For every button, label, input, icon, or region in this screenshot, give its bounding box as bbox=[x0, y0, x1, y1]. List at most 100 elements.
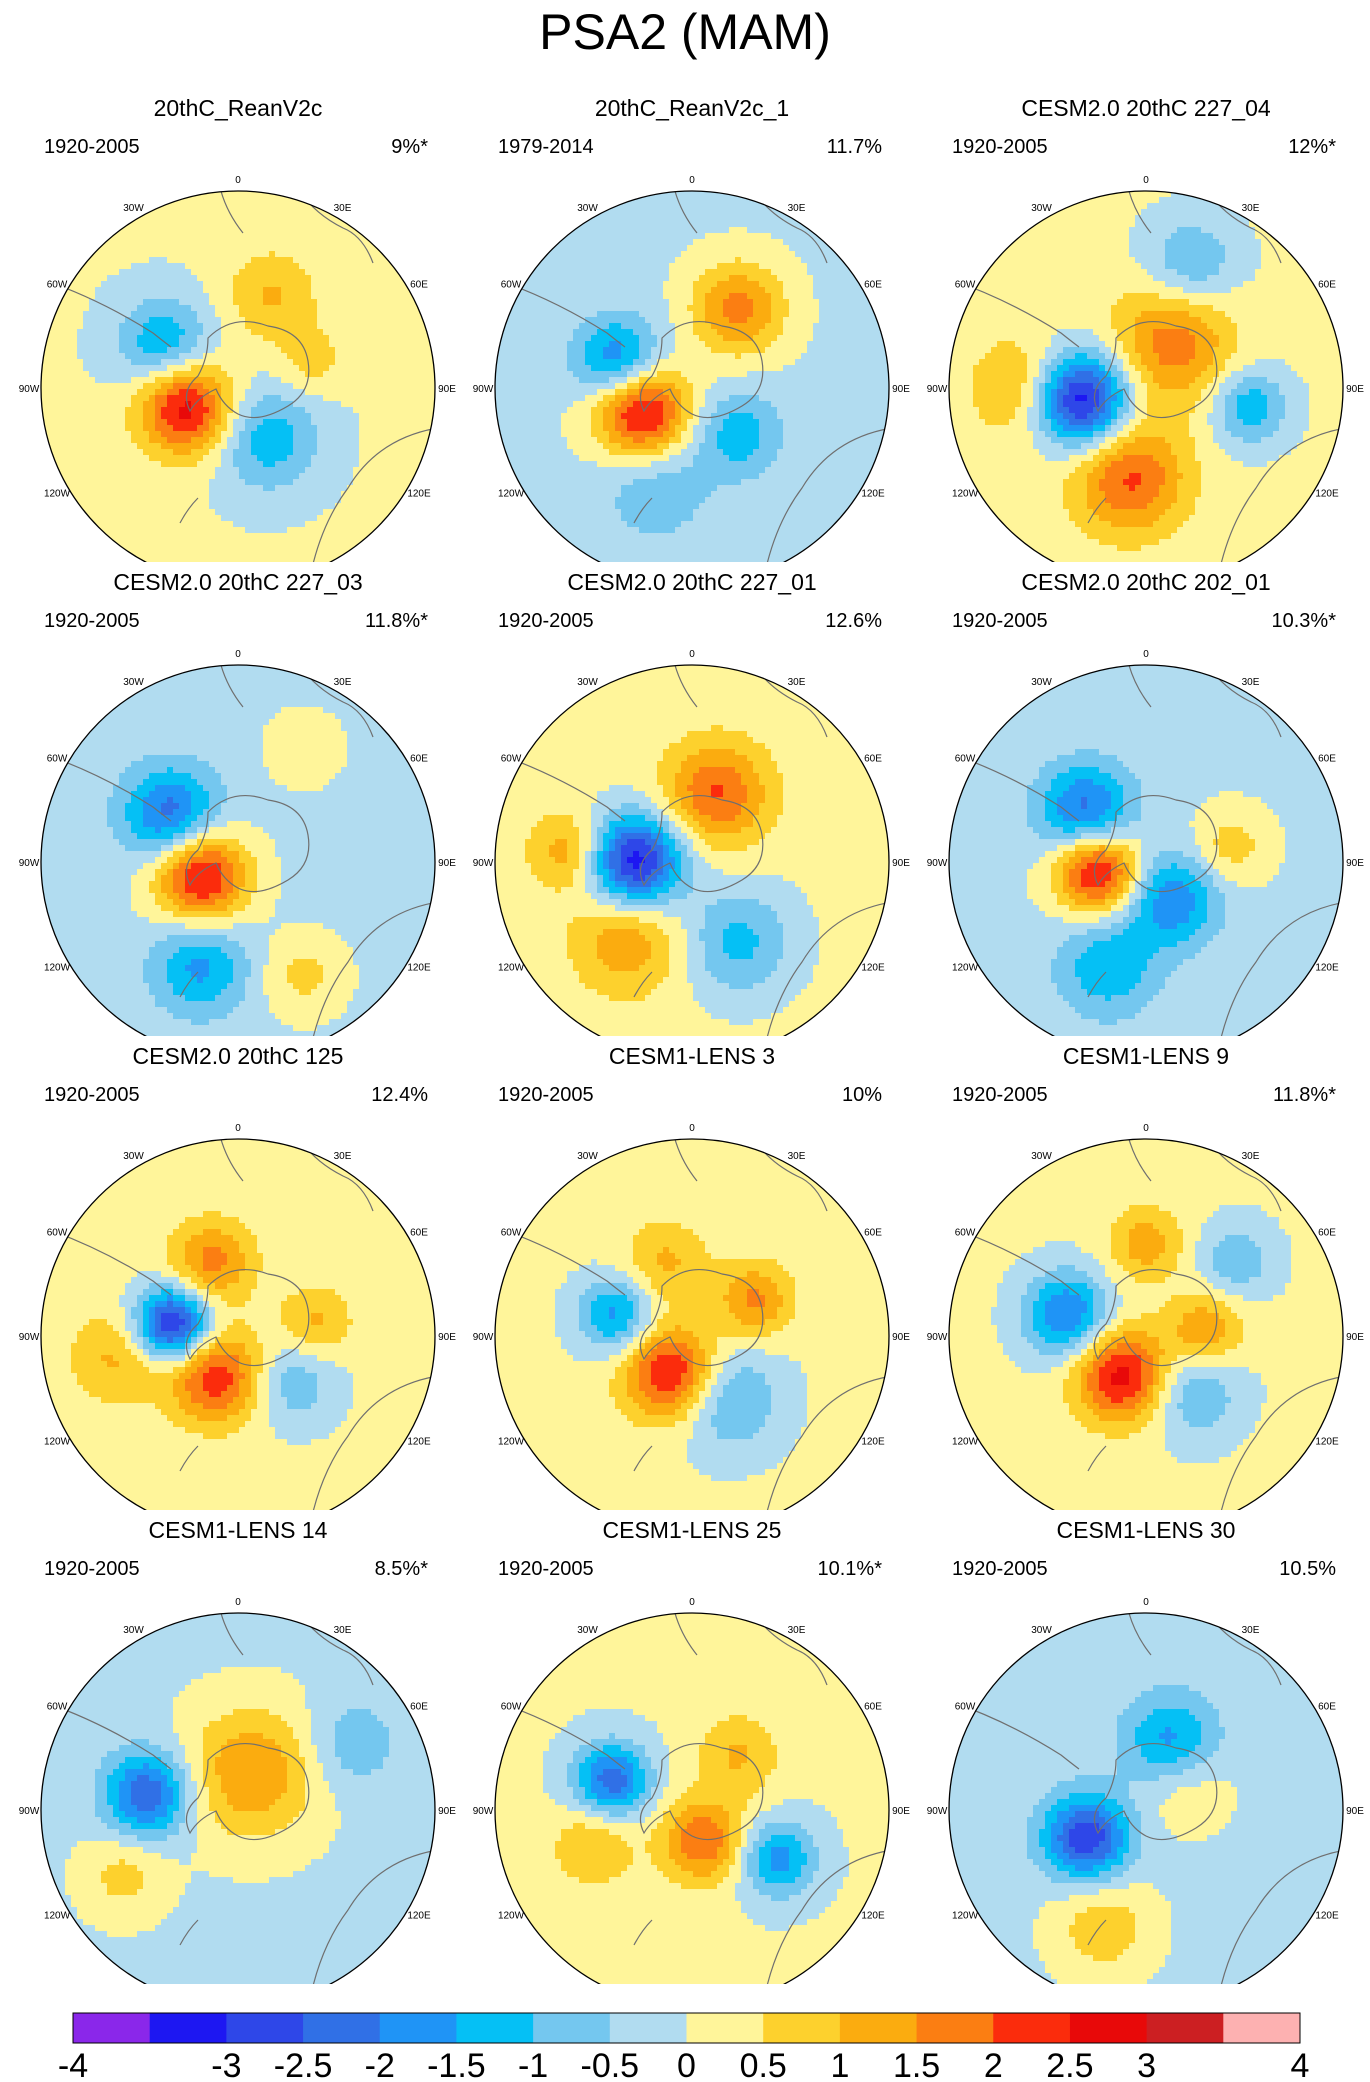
field-cell bbox=[185, 503, 192, 510]
field-cell bbox=[299, 557, 306, 562]
field-cell bbox=[795, 257, 802, 264]
field-cell bbox=[197, 215, 204, 222]
field-cell bbox=[53, 377, 60, 384]
field-cell bbox=[95, 521, 102, 528]
field-cell bbox=[323, 557, 330, 562]
field-cell bbox=[855, 305, 862, 312]
field-cell bbox=[257, 359, 264, 366]
field-cell bbox=[645, 293, 652, 300]
field-cell bbox=[335, 545, 342, 552]
field-cell bbox=[119, 365, 126, 372]
field-cell bbox=[65, 473, 72, 480]
field-cell bbox=[567, 305, 574, 312]
field-cell bbox=[317, 365, 324, 372]
field-cell bbox=[573, 287, 580, 294]
field-cell bbox=[119, 293, 126, 300]
field-cell bbox=[717, 269, 724, 276]
field-cell bbox=[281, 395, 288, 402]
field-cell bbox=[173, 263, 180, 270]
field-cell bbox=[365, 485, 372, 492]
field-cell bbox=[131, 491, 138, 498]
field-cell bbox=[681, 263, 688, 270]
field-cell bbox=[71, 491, 78, 498]
field-cell bbox=[221, 401, 228, 408]
field-cell bbox=[77, 347, 84, 354]
field-cell bbox=[263, 305, 270, 312]
field-cell bbox=[329, 527, 336, 534]
field-cell bbox=[143, 389, 150, 396]
field-cell bbox=[431, 425, 435, 432]
field-cell bbox=[573, 263, 580, 270]
field-cell bbox=[107, 407, 114, 414]
field-cell bbox=[431, 335, 435, 342]
field-cell bbox=[621, 251, 628, 258]
field-cell bbox=[287, 227, 294, 234]
field-cell bbox=[203, 275, 210, 282]
field-cell bbox=[287, 389, 294, 396]
field-cell bbox=[293, 215, 300, 222]
field-cell bbox=[555, 305, 562, 312]
field-cell bbox=[185, 329, 192, 336]
field-cell bbox=[293, 389, 300, 396]
map-panel: 20thC_ReanV2c_1 1979-2014 11.7% 0 30E 60E 90E 1… bbox=[464, 94, 920, 564]
field-cell bbox=[245, 413, 252, 420]
field-cell bbox=[59, 323, 66, 330]
field-cell bbox=[645, 209, 652, 216]
field-cell bbox=[89, 293, 96, 300]
field-cell bbox=[371, 377, 378, 384]
field-cell bbox=[795, 293, 802, 300]
field-cell bbox=[185, 365, 192, 372]
field-cell bbox=[143, 545, 150, 552]
field-cell bbox=[609, 281, 616, 288]
field-cell bbox=[365, 287, 372, 294]
field-cell bbox=[401, 401, 408, 408]
field-cell bbox=[65, 389, 72, 396]
field-cell bbox=[771, 341, 778, 348]
field-cell bbox=[89, 449, 96, 456]
field-cell bbox=[723, 221, 730, 228]
field-cell bbox=[699, 203, 706, 210]
field-cell bbox=[275, 281, 282, 288]
field-cell bbox=[639, 329, 646, 336]
field-cell bbox=[401, 359, 408, 366]
field-cell bbox=[645, 251, 652, 258]
field-cell bbox=[65, 305, 72, 312]
field-cell bbox=[377, 353, 384, 360]
field-cell bbox=[705, 347, 712, 354]
field-cell bbox=[107, 389, 114, 396]
field-cell bbox=[77, 419, 84, 426]
field-cell bbox=[359, 509, 366, 516]
field-cell bbox=[41, 437, 48, 444]
field-cell bbox=[395, 425, 402, 432]
field-cell bbox=[401, 461, 408, 468]
field-cell bbox=[143, 239, 150, 246]
field-cell bbox=[215, 521, 222, 528]
field-cell bbox=[729, 203, 736, 210]
field-cell bbox=[293, 221, 300, 228]
field-cell bbox=[245, 491, 252, 498]
field-cell bbox=[65, 365, 72, 372]
field-cell bbox=[173, 305, 180, 312]
field-cell bbox=[131, 305, 138, 312]
field-cell bbox=[143, 335, 150, 342]
field-cell bbox=[161, 425, 168, 432]
field-cell bbox=[227, 203, 234, 210]
field-cell bbox=[203, 245, 210, 252]
field-cell bbox=[657, 275, 664, 282]
field-cell bbox=[759, 341, 766, 348]
field-cell bbox=[107, 473, 114, 480]
field-cell bbox=[257, 395, 264, 402]
field-cell bbox=[239, 233, 246, 240]
field-cell bbox=[185, 371, 192, 378]
field-cell bbox=[113, 251, 120, 258]
field-cell bbox=[771, 293, 778, 300]
field-cell bbox=[185, 443, 192, 450]
field-cell bbox=[251, 389, 258, 396]
field-cell bbox=[197, 503, 204, 510]
field-cell bbox=[83, 491, 90, 498]
field-cell bbox=[705, 293, 712, 300]
field-cell bbox=[203, 221, 210, 228]
field-cell bbox=[753, 209, 760, 216]
field-cell bbox=[819, 239, 826, 246]
field-cell bbox=[831, 251, 838, 258]
